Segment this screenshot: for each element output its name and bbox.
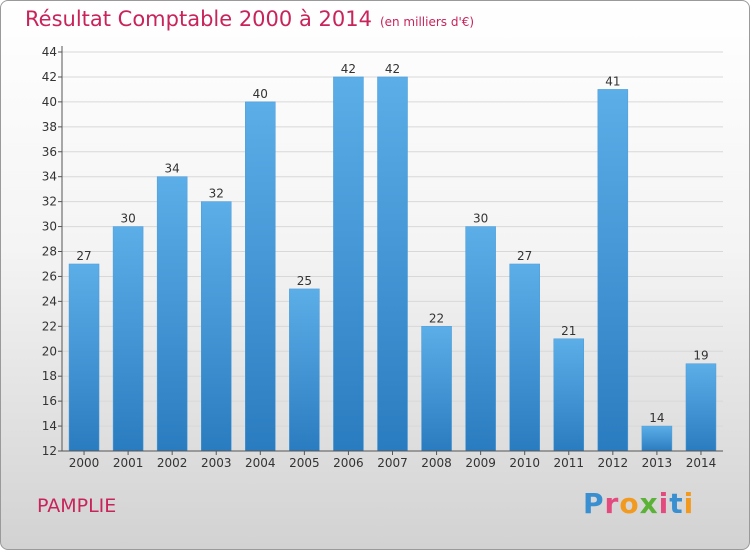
logo-letter: i <box>658 487 670 520</box>
logo-letter: t <box>669 487 684 520</box>
bar-value-label: 27 <box>517 249 532 263</box>
x-tick-label: 2001 <box>113 456 144 470</box>
bar <box>641 425 673 452</box>
bar <box>553 338 585 452</box>
x-tick-label: 2000 <box>69 456 100 470</box>
y-tick-label: 16 <box>42 394 57 408</box>
x-tick-label: 2007 <box>377 456 408 470</box>
y-tick-label: 38 <box>42 120 57 134</box>
bar <box>289 288 320 452</box>
bar-value-label: 14 <box>649 411 664 425</box>
logo-letter: x <box>639 487 659 520</box>
x-tick-label: 2006 <box>333 456 364 470</box>
x-tick-label: 2012 <box>598 456 629 470</box>
y-tick-label: 24 <box>42 294 57 308</box>
y-tick-label: 22 <box>42 319 57 333</box>
bar-value-label: 25 <box>297 274 312 288</box>
y-tick-label: 42 <box>42 70 57 84</box>
y-tick-label: 20 <box>42 344 57 358</box>
bar-value-label: 42 <box>385 62 400 76</box>
bar-value-label: 22 <box>429 311 444 325</box>
bar <box>112 226 144 452</box>
x-tick-label: 2004 <box>245 456 276 470</box>
place-name: PAMPLIE <box>37 495 117 517</box>
chart-title-text: Résultat Comptable 2000 à 2014 <box>25 7 372 31</box>
logo-letter: i <box>683 487 695 520</box>
y-tick-label: 12 <box>42 444 57 458</box>
x-tick-label: 2013 <box>642 456 673 470</box>
bar <box>509 263 540 452</box>
chart-subtitle: (en milliers d'€) <box>379 15 475 29</box>
y-tick-label: 30 <box>42 220 57 234</box>
bar <box>685 363 717 452</box>
bar <box>597 89 629 452</box>
bar-value-label: 40 <box>253 87 268 101</box>
bar <box>465 226 496 452</box>
y-tick-label: 14 <box>42 419 57 433</box>
bar-value-label: 32 <box>209 187 224 201</box>
bar-value-label: 19 <box>693 349 708 363</box>
bar-value-label: 42 <box>341 62 356 76</box>
y-tick-label: 32 <box>42 195 57 209</box>
logo-letter: o <box>619 487 640 520</box>
bar <box>421 326 452 452</box>
x-tick-label: 2005 <box>289 456 320 470</box>
bar-value-label: 30 <box>120 212 135 226</box>
x-tick-label: 2009 <box>465 456 496 470</box>
logo-letter: r <box>604 487 620 520</box>
bar-value-label: 27 <box>76 249 91 263</box>
y-tick-label: 26 <box>42 269 57 283</box>
x-tick-label: 2003 <box>201 456 232 470</box>
x-tick-label: 2008 <box>421 456 452 470</box>
bar-value-label: 41 <box>605 74 620 88</box>
labels: 12 14 16 18 20 22 24 26 28 30 32 34 36 38 40 42 44 27 2000… <box>42 45 717 470</box>
bar-value-label: 34 <box>165 162 180 176</box>
bar <box>68 263 100 452</box>
bar-value-label: 30 <box>473 212 488 226</box>
bar <box>333 76 364 452</box>
y-tick-label: 18 <box>42 369 57 383</box>
axes <box>58 46 723 455</box>
logo-letter: P <box>583 487 605 520</box>
y-tick-label: 40 <box>42 95 57 109</box>
x-tick-label: 2011 <box>553 456 584 470</box>
y-tick-label: 34 <box>42 170 57 184</box>
x-tick-label: 2014 <box>686 456 717 470</box>
chart-title: Résultat Comptable 2000 à 2014 (en millie… <box>25 7 474 31</box>
y-tick-label: 36 <box>42 145 57 159</box>
proxiti-logo: Proxiti <box>583 487 694 520</box>
bar-value-label: 21 <box>561 324 576 338</box>
bar <box>245 101 276 452</box>
x-tick-label: 2002 <box>157 456 188 470</box>
bars <box>68 76 717 452</box>
y-tick-label: 44 <box>42 45 57 59</box>
bar <box>200 201 232 452</box>
bar <box>377 76 408 452</box>
x-tick-label: 2010 <box>509 456 540 470</box>
y-tick-label: 28 <box>42 245 57 259</box>
bar <box>156 176 188 452</box>
